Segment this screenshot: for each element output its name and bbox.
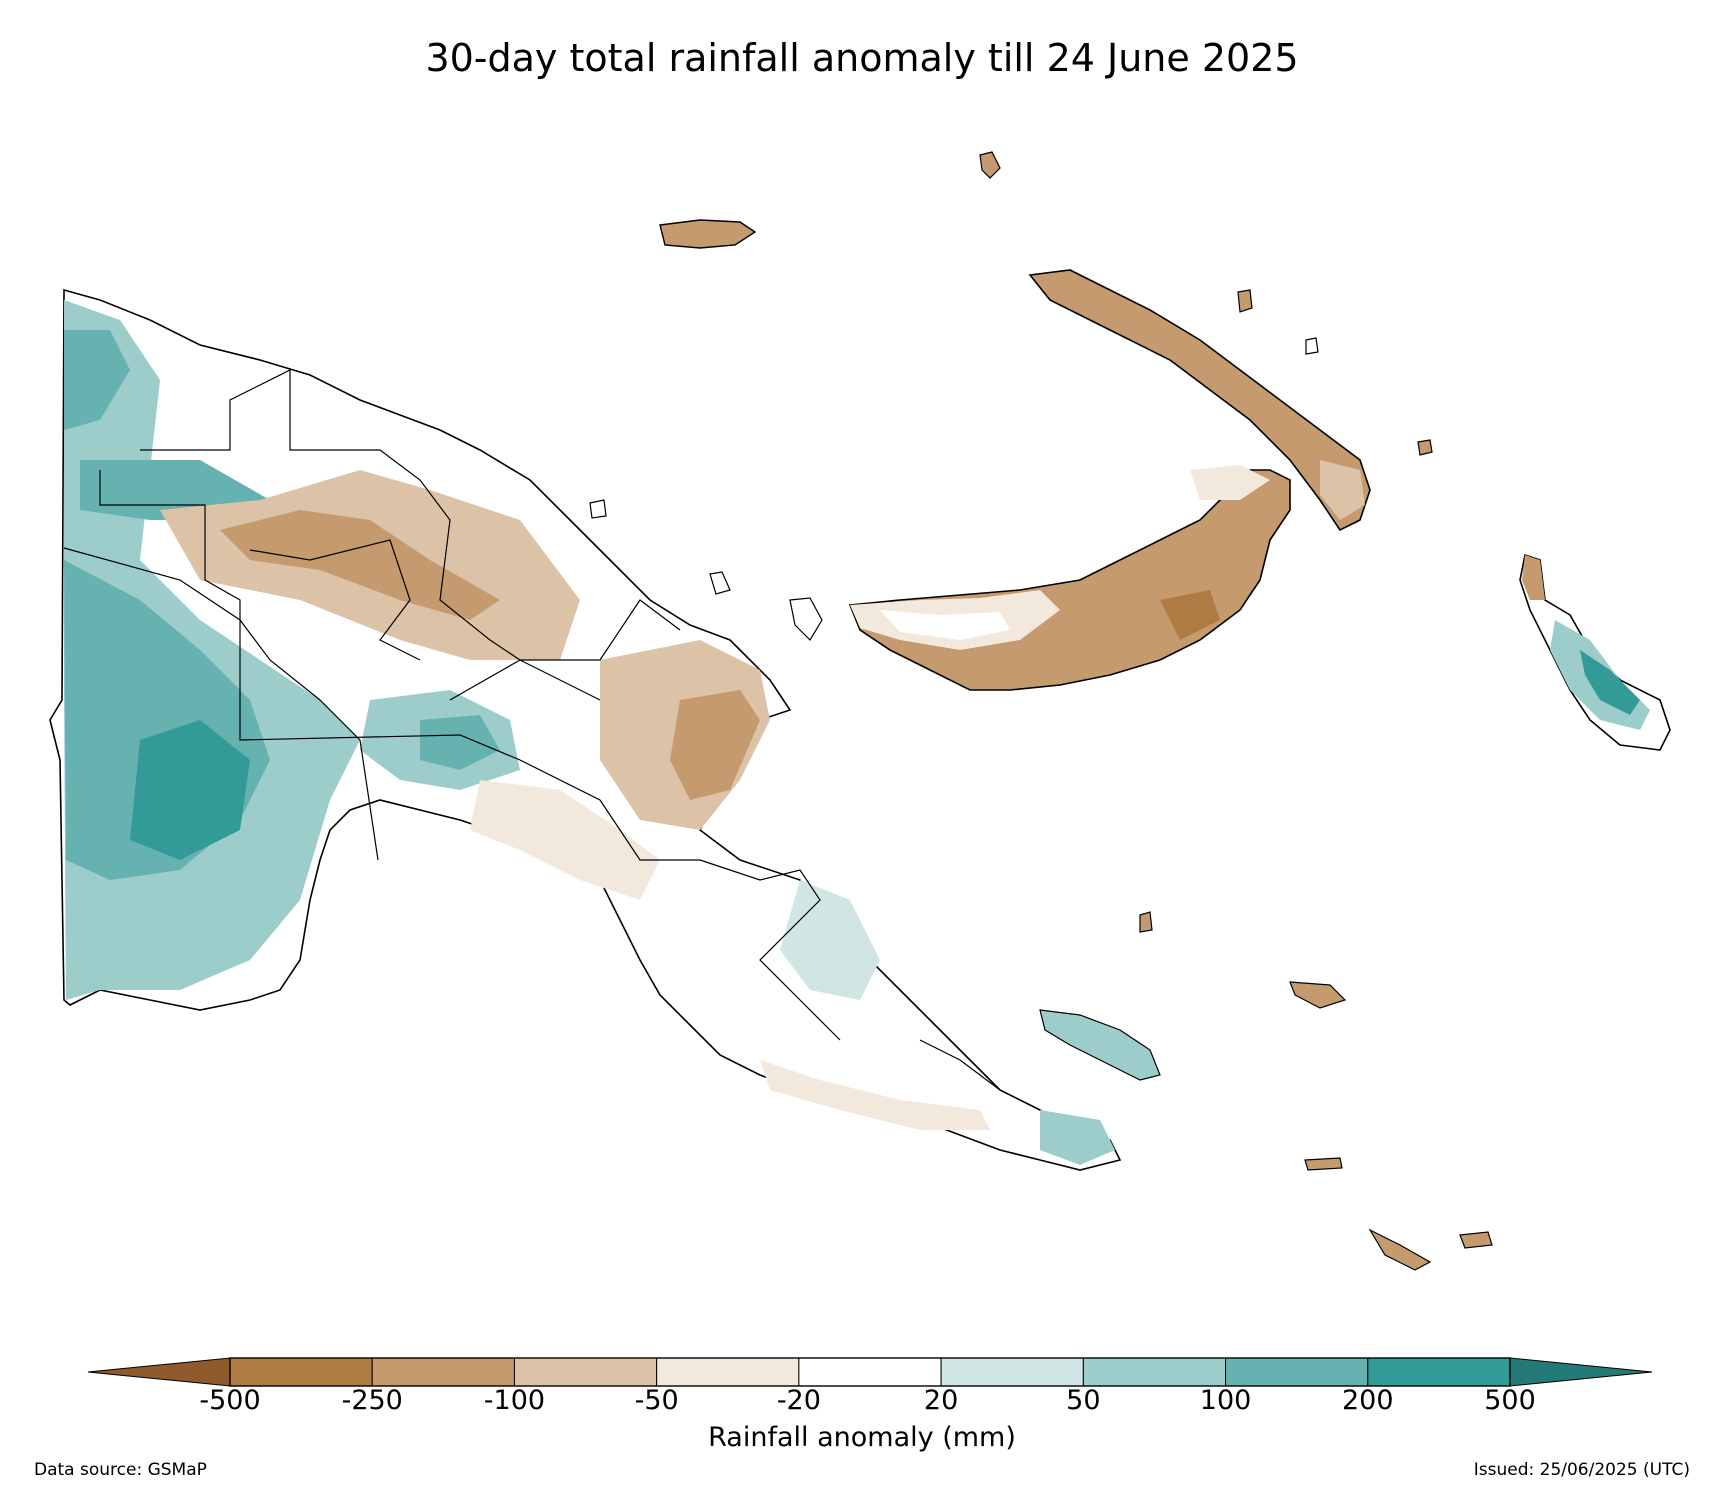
small-islands: [589, 151, 1493, 1271]
colorbar-tick-label: 50: [1066, 1385, 1101, 1416]
colorbar-extend-low: [87, 1357, 231, 1387]
colorbar-cell: [1082, 1357, 1227, 1387]
colorbar-tick-label: 200: [1341, 1385, 1394, 1416]
dry-papuan-coast: [760, 1060, 990, 1130]
map-title: 30-day total rainfall anomaly till 24 Ju…: [425, 36, 1299, 80]
wet-west-heavy: [130, 720, 250, 860]
colorbar-frame: [229, 1357, 1511, 1387]
wet-north-west: [64, 330, 130, 430]
colorbar-tick-label: 100: [1199, 1385, 1252, 1416]
dry-highlands-strong: [220, 510, 500, 620]
bougainville: [1519, 553, 1671, 751]
manus-island: [659, 219, 757, 249]
colorbar-tick-label: -500: [199, 1385, 261, 1416]
colorbar-cell: [798, 1357, 942, 1387]
new-britain: [848, 465, 1291, 691]
colorbar-cells: [229, 1357, 1511, 1387]
colorbar-cell: [513, 1357, 658, 1387]
colorbar-tick-label: -250: [341, 1385, 403, 1416]
dry-east-strong: [670, 690, 760, 800]
provincial-borders: [63, 369, 1001, 1091]
colorbar-cell: [229, 1357, 373, 1387]
colorbar-tick-label: 20: [923, 1385, 959, 1416]
data-source: Data source: GSMaP: [34, 1460, 207, 1480]
colorbar-extend-high: [1509, 1357, 1653, 1387]
colorbar-tick-label: -20: [776, 1385, 821, 1416]
colorbar-cell: [371, 1357, 515, 1387]
colorbar-tick-label: -50: [634, 1385, 679, 1416]
issued-date: Issued: 25/06/2025 (UTC): [1473, 1460, 1690, 1480]
dry-gulf: [470, 780, 660, 900]
colorbar-cell: [1367, 1357, 1511, 1387]
mainland: [49, 288, 1122, 1171]
wet-milne-bay: [1040, 1110, 1115, 1165]
colorbar-label: Rainfall anomaly (mm): [708, 1422, 1016, 1453]
wet-south-east: [780, 880, 880, 1000]
wet-central-strong: [420, 715, 500, 770]
colorbar-cell: [940, 1357, 1084, 1387]
colorbar-tick-label: 500: [1484, 1385, 1536, 1416]
colorbar-cell: [1225, 1357, 1369, 1387]
new-ireland: [1028, 269, 1371, 532]
colorbar-tick-label: -100: [483, 1385, 546, 1416]
colorbar-cell: [656, 1357, 800, 1387]
